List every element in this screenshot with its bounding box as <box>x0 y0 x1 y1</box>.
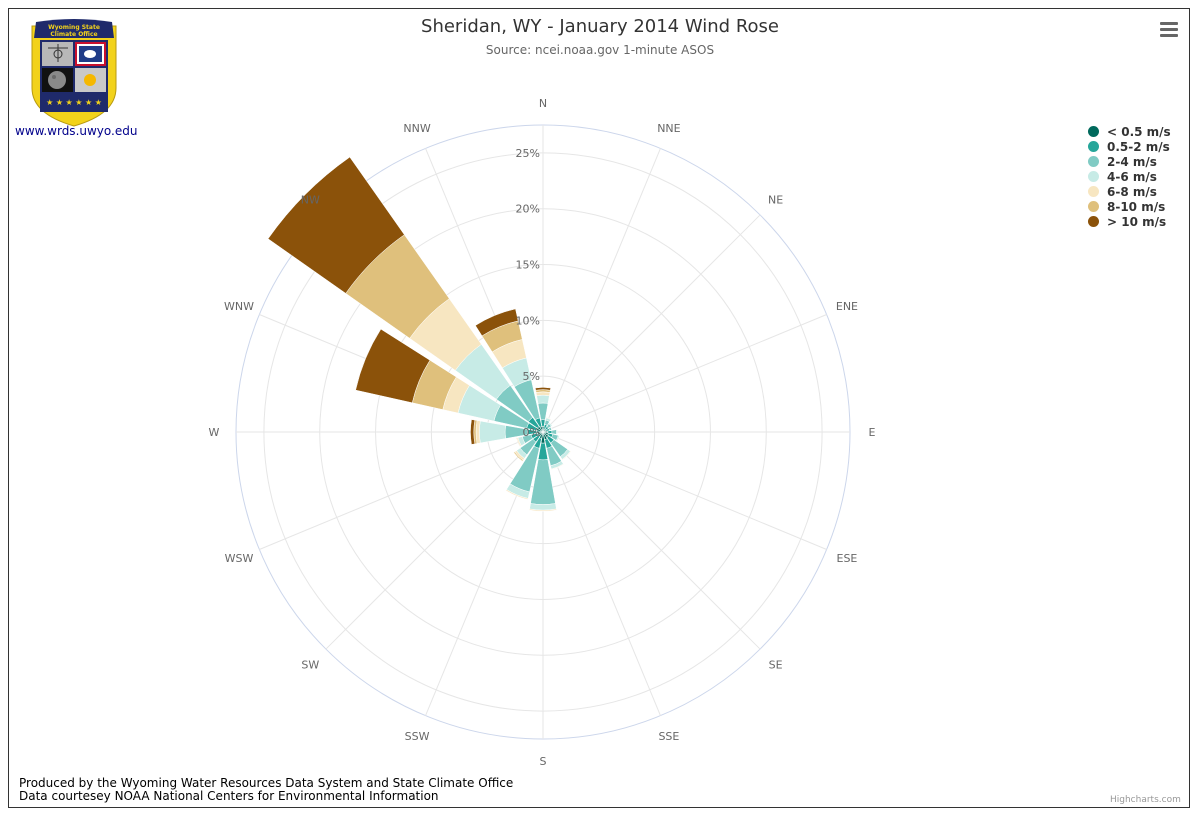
wind-bar-w[interactable] <box>470 419 476 445</box>
chart-container <box>8 8 1190 808</box>
legend-color-dot <box>1088 156 1099 167</box>
chart-subtitle: Source: ncei.noaa.gov 1-minute ASOS <box>485 43 715 57</box>
direction-label-nnw: NNW <box>403 122 430 135</box>
direction-label-n: N <box>539 97 547 110</box>
highcharts-credit-link[interactable]: Highcharts.com <box>1110 795 1181 805</box>
direction-label-ene: ENE <box>836 300 858 313</box>
wind-bar-sse[interactable] <box>550 463 564 470</box>
legend-item[interactable]: 0.5-2 m/s <box>1088 139 1171 154</box>
legend-item[interactable]: 4-6 m/s <box>1088 169 1171 184</box>
legend-color-dot <box>1088 186 1099 197</box>
climate-office-logo: Wyoming State Climate Office ★ ★ ★ ★ ★ ★ <box>31 19 117 127</box>
wind-bar-s[interactable] <box>529 508 557 512</box>
footer-line-2: Data courtesey NOAA National Centers for… <box>19 789 439 803</box>
radial-tick-labels: 0% 5% 10% 15% 20% 25% <box>516 147 540 439</box>
legend-label: < 0.5 m/s <box>1107 124 1171 139</box>
legend-label: 8-10 m/s <box>1107 199 1166 214</box>
wind-bar-n[interactable] <box>535 391 551 396</box>
direction-label-nne: NNE <box>657 122 680 135</box>
wind-bar-se[interactable] <box>561 450 572 461</box>
direction-label-nw: NW <box>301 193 320 206</box>
logo-text-line-2: Climate Office <box>50 31 97 38</box>
radial-tick-label: 15% <box>516 259 540 272</box>
svg-text:★ ★ ★ ★ ★ ★: ★ ★ ★ ★ ★ ★ <box>46 98 102 107</box>
direction-label-s: S <box>540 755 547 768</box>
wind-bar-n[interactable] <box>535 387 551 391</box>
legend-color-dot <box>1088 171 1099 182</box>
direction-label-e: E <box>869 426 876 439</box>
grid-spoke <box>542 431 661 716</box>
legend-color-dot <box>1088 201 1099 212</box>
radial-tick-label: 5% <box>523 370 540 383</box>
wind-bar-nne[interactable] <box>545 416 552 421</box>
logo-website-link[interactable]: www.wrds.uwyo.edu <box>15 124 138 138</box>
wind-bar-nnw[interactable] <box>475 308 519 337</box>
chart-title: Sheridan, WY - January 2014 Wind Rose <box>421 16 779 37</box>
legend-item[interactable]: 2-4 m/s <box>1088 154 1171 169</box>
chart-context-menu-button[interactable] <box>1158 20 1180 40</box>
direction-label-ese: ESE <box>837 552 858 565</box>
hamburger-menu-icon <box>1160 22 1178 25</box>
legend-color-dot <box>1088 216 1099 227</box>
legend-label: 0.5-2 m/s <box>1107 139 1170 154</box>
direction-label-ne: NE <box>768 193 783 206</box>
direction-label-se: SE <box>769 659 783 672</box>
logo-text-line-1: Wyoming State <box>48 24 100 31</box>
wind-bar-n[interactable] <box>536 394 550 404</box>
footer-credits: Produced by the Wyoming Water Resources … <box>19 777 513 803</box>
legend-label: 6-8 m/s <box>1107 184 1157 199</box>
grid-spoke <box>542 214 761 433</box>
wind-bar-wnw[interactable] <box>355 328 431 404</box>
legend-color-dot <box>1088 126 1099 137</box>
legend-label: 4-6 m/s <box>1107 169 1157 184</box>
wind-bar-s[interactable] <box>529 503 557 511</box>
wind-bar-e[interactable] <box>555 429 558 435</box>
direction-labels: N NNE NE ENE E ESE SE SSE S SSW SW WSW W WNW NW NNW <box>209 97 876 768</box>
grid-spoke <box>325 431 544 650</box>
direction-label-wsw: WSW <box>225 552 254 565</box>
chart-legend: < 0.5 m/s 0.5-2 m/s 2-4 m/s 4-6 m/s 6-8 m/s 8… <box>1088 124 1171 229</box>
legend-color-dot <box>1088 141 1099 152</box>
wind-bar-e[interactable] <box>551 429 557 435</box>
legend-label: 2-4 m/s <box>1107 154 1157 169</box>
direction-label-sse: SSE <box>658 730 679 743</box>
direction-label-w: W <box>209 426 220 439</box>
legend-item[interactable]: > 10 m/s <box>1088 214 1171 229</box>
grid-spoke <box>542 431 761 650</box>
grid-spoke <box>542 314 827 433</box>
direction-label-ssw: SSW <box>405 730 430 743</box>
radial-tick-label: 25% <box>516 147 540 160</box>
grid-spoke <box>542 431 827 550</box>
legend-item[interactable]: < 0.5 m/s <box>1088 124 1171 139</box>
grid-spoke <box>259 431 544 550</box>
wind-bar-sw[interactable] <box>513 451 524 462</box>
direction-label-sw: SW <box>301 659 319 672</box>
radial-tick-label: 10% <box>516 314 540 327</box>
radial-tick-label: 20% <box>516 203 540 216</box>
footer-line-1: Produced by the Wyoming Water Resources … <box>19 776 514 790</box>
legend-label: > 10 m/s <box>1107 214 1167 229</box>
wind-rose-bars <box>267 156 572 512</box>
wind-bar-ene[interactable] <box>550 426 553 431</box>
legend-item[interactable]: 6-8 m/s <box>1088 184 1171 199</box>
direction-label-wnw: WNW <box>224 300 254 313</box>
wind-bar-e[interactable] <box>547 430 553 434</box>
wind-bar-ssw[interactable] <box>505 489 529 500</box>
grid-spoke <box>542 148 661 433</box>
legend-item[interactable]: 8-10 m/s <box>1088 199 1171 214</box>
wind-bar-ne[interactable] <box>548 422 553 427</box>
wind-bar-w[interactable] <box>479 420 506 444</box>
wind-bar-ese[interactable] <box>555 435 560 442</box>
wind-bar-nw[interactable] <box>267 156 405 294</box>
wind-bar-wsw[interactable] <box>516 437 521 448</box>
radial-tick-label: 0% <box>523 426 540 439</box>
